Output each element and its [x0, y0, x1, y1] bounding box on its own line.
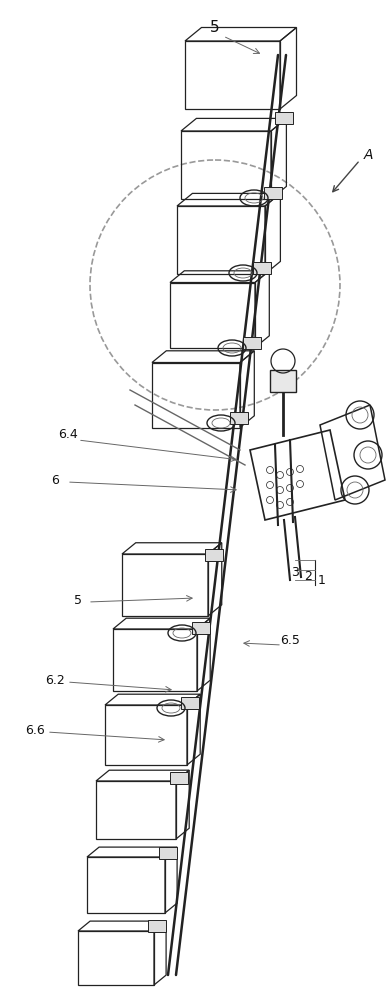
Text: 6.4: 6.4: [58, 428, 78, 442]
Text: 6.6: 6.6: [25, 724, 45, 736]
Text: A: A: [363, 148, 373, 162]
Text: 6: 6: [51, 474, 59, 487]
Bar: [253, 262, 271, 274]
Text: 6.5: 6.5: [280, 634, 300, 647]
Bar: [230, 412, 248, 424]
Bar: [205, 549, 223, 561]
Text: 1: 1: [318, 574, 326, 586]
Bar: [243, 337, 261, 349]
Text: 5: 5: [74, 593, 82, 606]
Bar: [159, 847, 177, 859]
Bar: [270, 370, 296, 392]
Text: 5: 5: [210, 20, 220, 35]
Bar: [264, 187, 282, 199]
Bar: [148, 920, 166, 932]
Bar: [275, 112, 293, 124]
Bar: [170, 772, 188, 784]
Bar: [181, 697, 199, 709]
Text: 3: 3: [291, 566, 299, 578]
Text: 2: 2: [304, 570, 312, 582]
Text: 6.2: 6.2: [45, 674, 65, 686]
Bar: [192, 622, 210, 634]
